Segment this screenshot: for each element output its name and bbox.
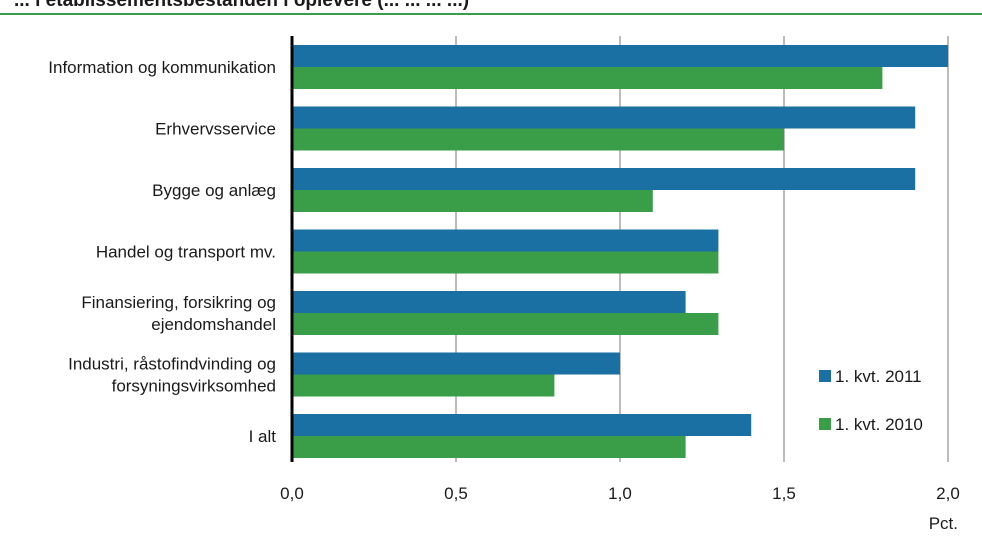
x-axis-unit-label: Pct. [929,514,958,533]
bars [292,45,948,458]
category-label: Industri, råstofindvinding og [68,355,276,374]
bar [292,106,916,129]
x-tick-label: 0,5 [444,484,468,503]
category-label: Bygge og anlæg [152,181,276,200]
category-label: Handel og transport mv. [96,243,276,262]
x-tick-label: 1,0 [608,484,632,503]
bar [292,436,686,458]
category-label: Information og kommunikation [48,58,276,77]
x-tick-label: 0,0 [280,484,304,503]
category-label: Finansiering, forsikring og [81,293,276,312]
bar [292,128,784,151]
legend-swatch [819,418,831,430]
x-tick-labels: 0,0 0,5 1,0 1,5 2,0 Pct. [280,484,960,533]
x-tick-label: 1,5 [772,484,796,503]
category-label: forsyningsvirksomhed [112,377,276,396]
category-label: I alt [249,427,277,446]
category-label: Erhvervsservice [155,120,276,139]
bar [292,291,686,313]
bar [292,352,620,375]
bar [292,67,883,89]
x-tick-label: 2,0 [936,484,960,503]
bar [292,190,653,212]
bar [292,313,719,335]
category-label: ejendomshandel [151,315,276,334]
bar [292,45,948,67]
legend: 1. kvt. 2011 1. kvt. 2010 [819,367,923,434]
legend-swatch [819,370,831,382]
bar [292,374,555,397]
bar [292,251,719,274]
category-labels: Information og kommunikation Erhvervsserv… [48,58,276,446]
bar [292,229,719,252]
chart-title: ... i etablissementsbestanden i oplevere… [14,0,469,11]
legend-label: 1. kvt. 2011 [835,367,922,386]
bar [292,168,916,190]
bar [292,414,752,436]
chart-title-area: ... i etablissementsbestanden i oplevere… [0,0,982,15]
legend-label: 1. kvt. 2010 [835,415,923,434]
